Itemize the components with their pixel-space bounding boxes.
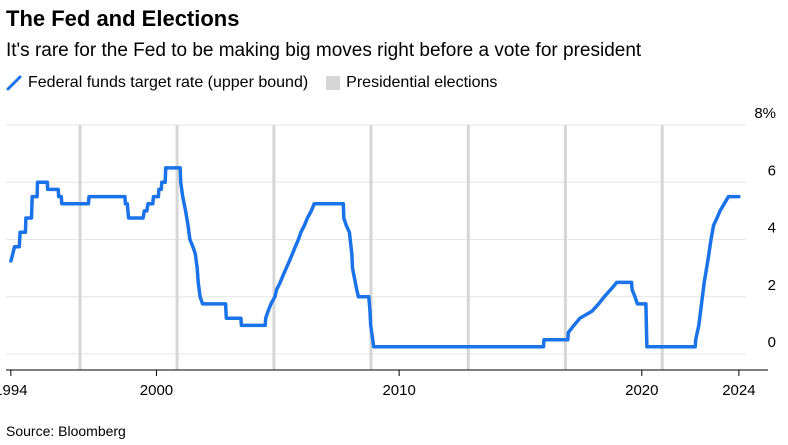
legend-label-rate: Federal funds target rate (upper bound) xyxy=(28,74,309,91)
y-tick-label: 2 xyxy=(768,277,776,294)
x-tick-label: 1994 xyxy=(0,382,28,399)
y-tick-label: 6 xyxy=(768,162,776,179)
x-tick-label: 2020 xyxy=(625,382,658,399)
y-tick-label: 8% xyxy=(754,105,776,122)
y-tick-label: 4 xyxy=(768,220,776,237)
legend-line-swatch xyxy=(6,75,22,91)
x-tick-label: 2024 xyxy=(722,382,755,399)
legend-box-swatch xyxy=(326,76,341,90)
legend-item-rate: Federal funds target rate (upper bound) xyxy=(6,74,308,92)
legend-item-elections: Presidential elections xyxy=(326,74,497,92)
legend-label-elections: Presidential elections xyxy=(346,74,498,91)
chart-subtitle: It's rare for the Fed to be making big m… xyxy=(6,40,642,61)
series-line-fed-funds-rate xyxy=(9,166,741,349)
x-tick-label: 2000 xyxy=(140,382,173,399)
chart-title: The Fed and Elections xyxy=(6,6,240,31)
source-note: Source: Bloomberg xyxy=(6,423,126,439)
legend: Federal funds target rate (upper bound) … xyxy=(6,74,515,92)
x-tick-label: 2010 xyxy=(382,382,415,399)
y-tick-label: 0 xyxy=(768,334,776,351)
